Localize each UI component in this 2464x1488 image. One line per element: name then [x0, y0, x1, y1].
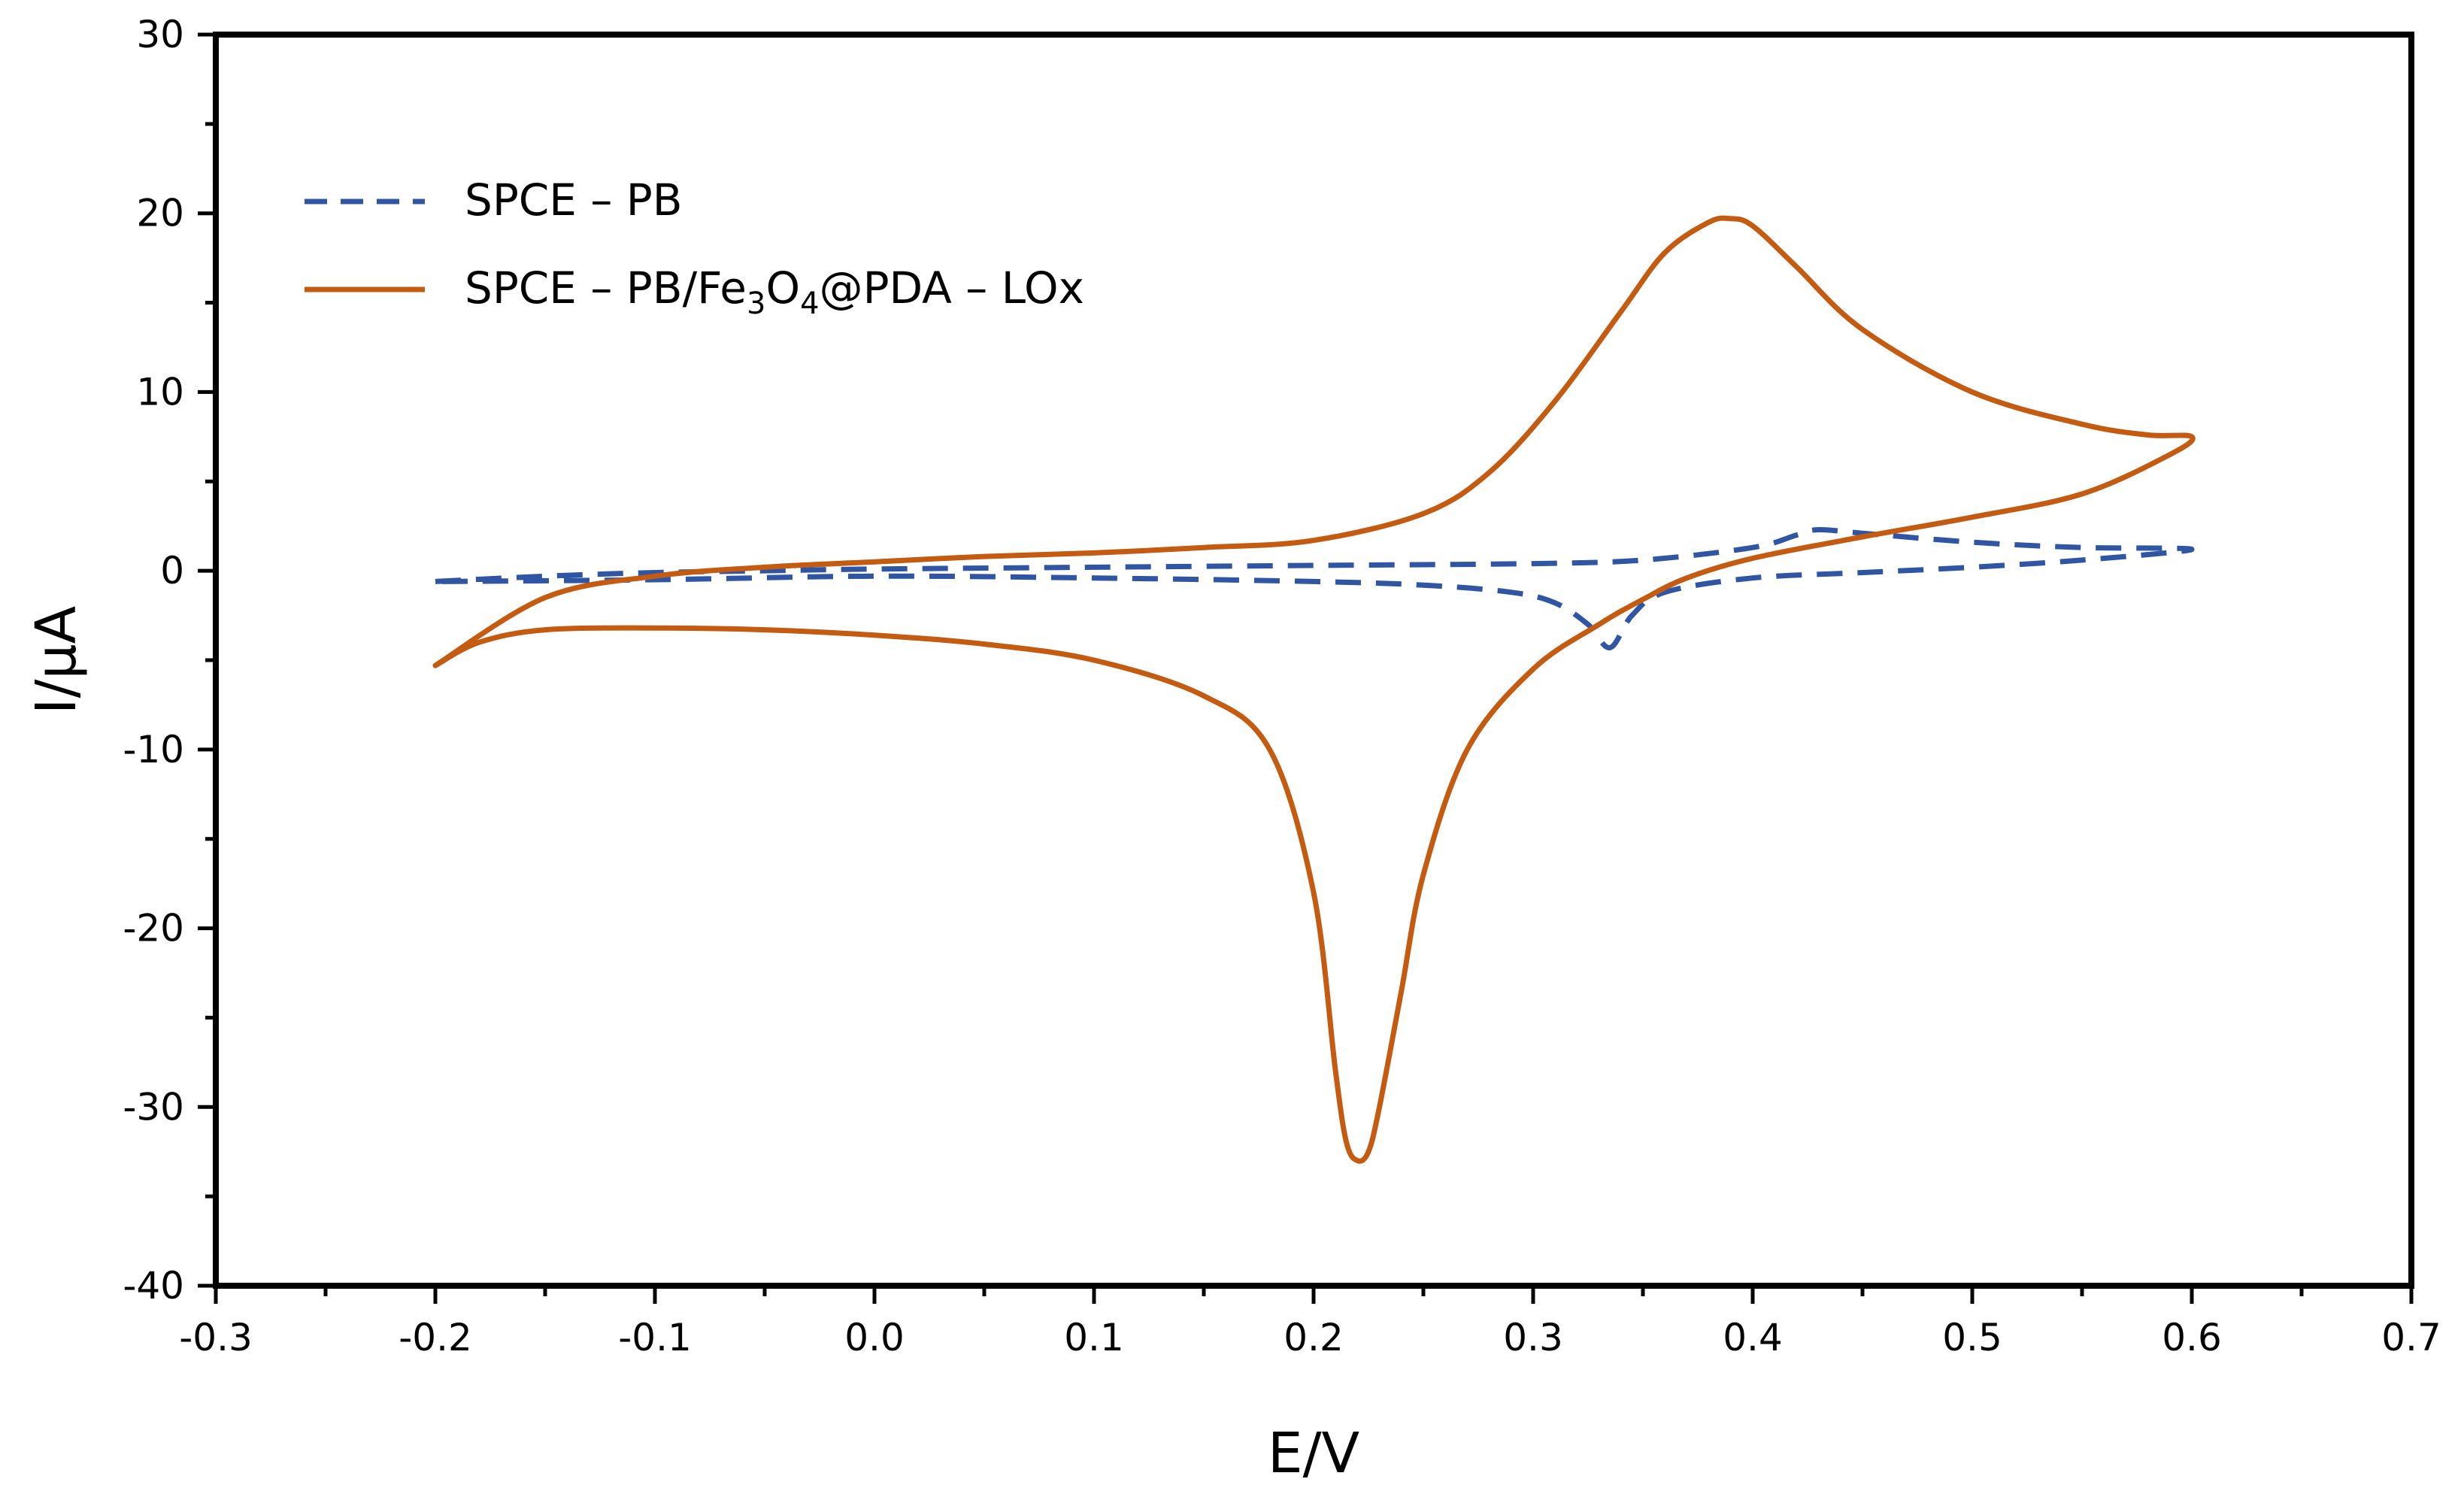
legend-label-spce-pb: SPCE – PB: [465, 174, 683, 226]
y-axis-ticks: -40 -30 -20 -10 0 10 20 30: [123, 13, 216, 1308]
y-tick-label: -40: [123, 1264, 184, 1308]
legend-label-spce-pb-fe3o4-pda-lox: SPCE – PB/Fe3O4@PDA – LOx: [465, 262, 1084, 321]
y-tick-label: -10: [123, 728, 184, 771]
x-tick-label: 0.0: [844, 1316, 905, 1359]
x-axis-ticks: -0.3 -0.2 -0.1 0.0 0.1 0.2 0.3 0.4 0.5 0.6 0.7: [179, 1286, 2441, 1359]
x-tick-label: 0.5: [1942, 1316, 2002, 1359]
series-line-spce-pb: [435, 526, 2195, 650]
y-axis-title: I/μA: [24, 605, 89, 714]
x-tick-label: 0.4: [1723, 1316, 1783, 1359]
y-tick-label: -20: [123, 907, 184, 950]
legend: SPCE – PB SPCE – PB/Fe3O4@PDA – LOx: [305, 174, 1084, 321]
x-tick-label: -0.2: [399, 1316, 472, 1359]
x-axis-title: E/V: [1268, 1421, 1360, 1486]
x-tick-label: -0.1: [618, 1316, 692, 1359]
x-tick-label: -0.3: [179, 1316, 253, 1359]
y-tick-label: -30: [123, 1085, 184, 1129]
x-tick-label: 0.1: [1064, 1316, 1124, 1359]
y-tick-label: 0: [160, 549, 184, 592]
y-tick-label: 10: [136, 370, 184, 414]
series-line-spce-pb-fe3o4-pda-lox: [432, 215, 2196, 1164]
x-tick-label: 0.6: [2162, 1316, 2222, 1359]
x-tick-label: 0.7: [2381, 1316, 2441, 1359]
y-tick-label: 30: [136, 13, 184, 56]
y-tick-label: 20: [136, 192, 184, 235]
series-layer: [432, 215, 2196, 1164]
x-tick-label: 0.2: [1284, 1316, 1344, 1359]
x-tick-label: 0.3: [1503, 1316, 1563, 1359]
